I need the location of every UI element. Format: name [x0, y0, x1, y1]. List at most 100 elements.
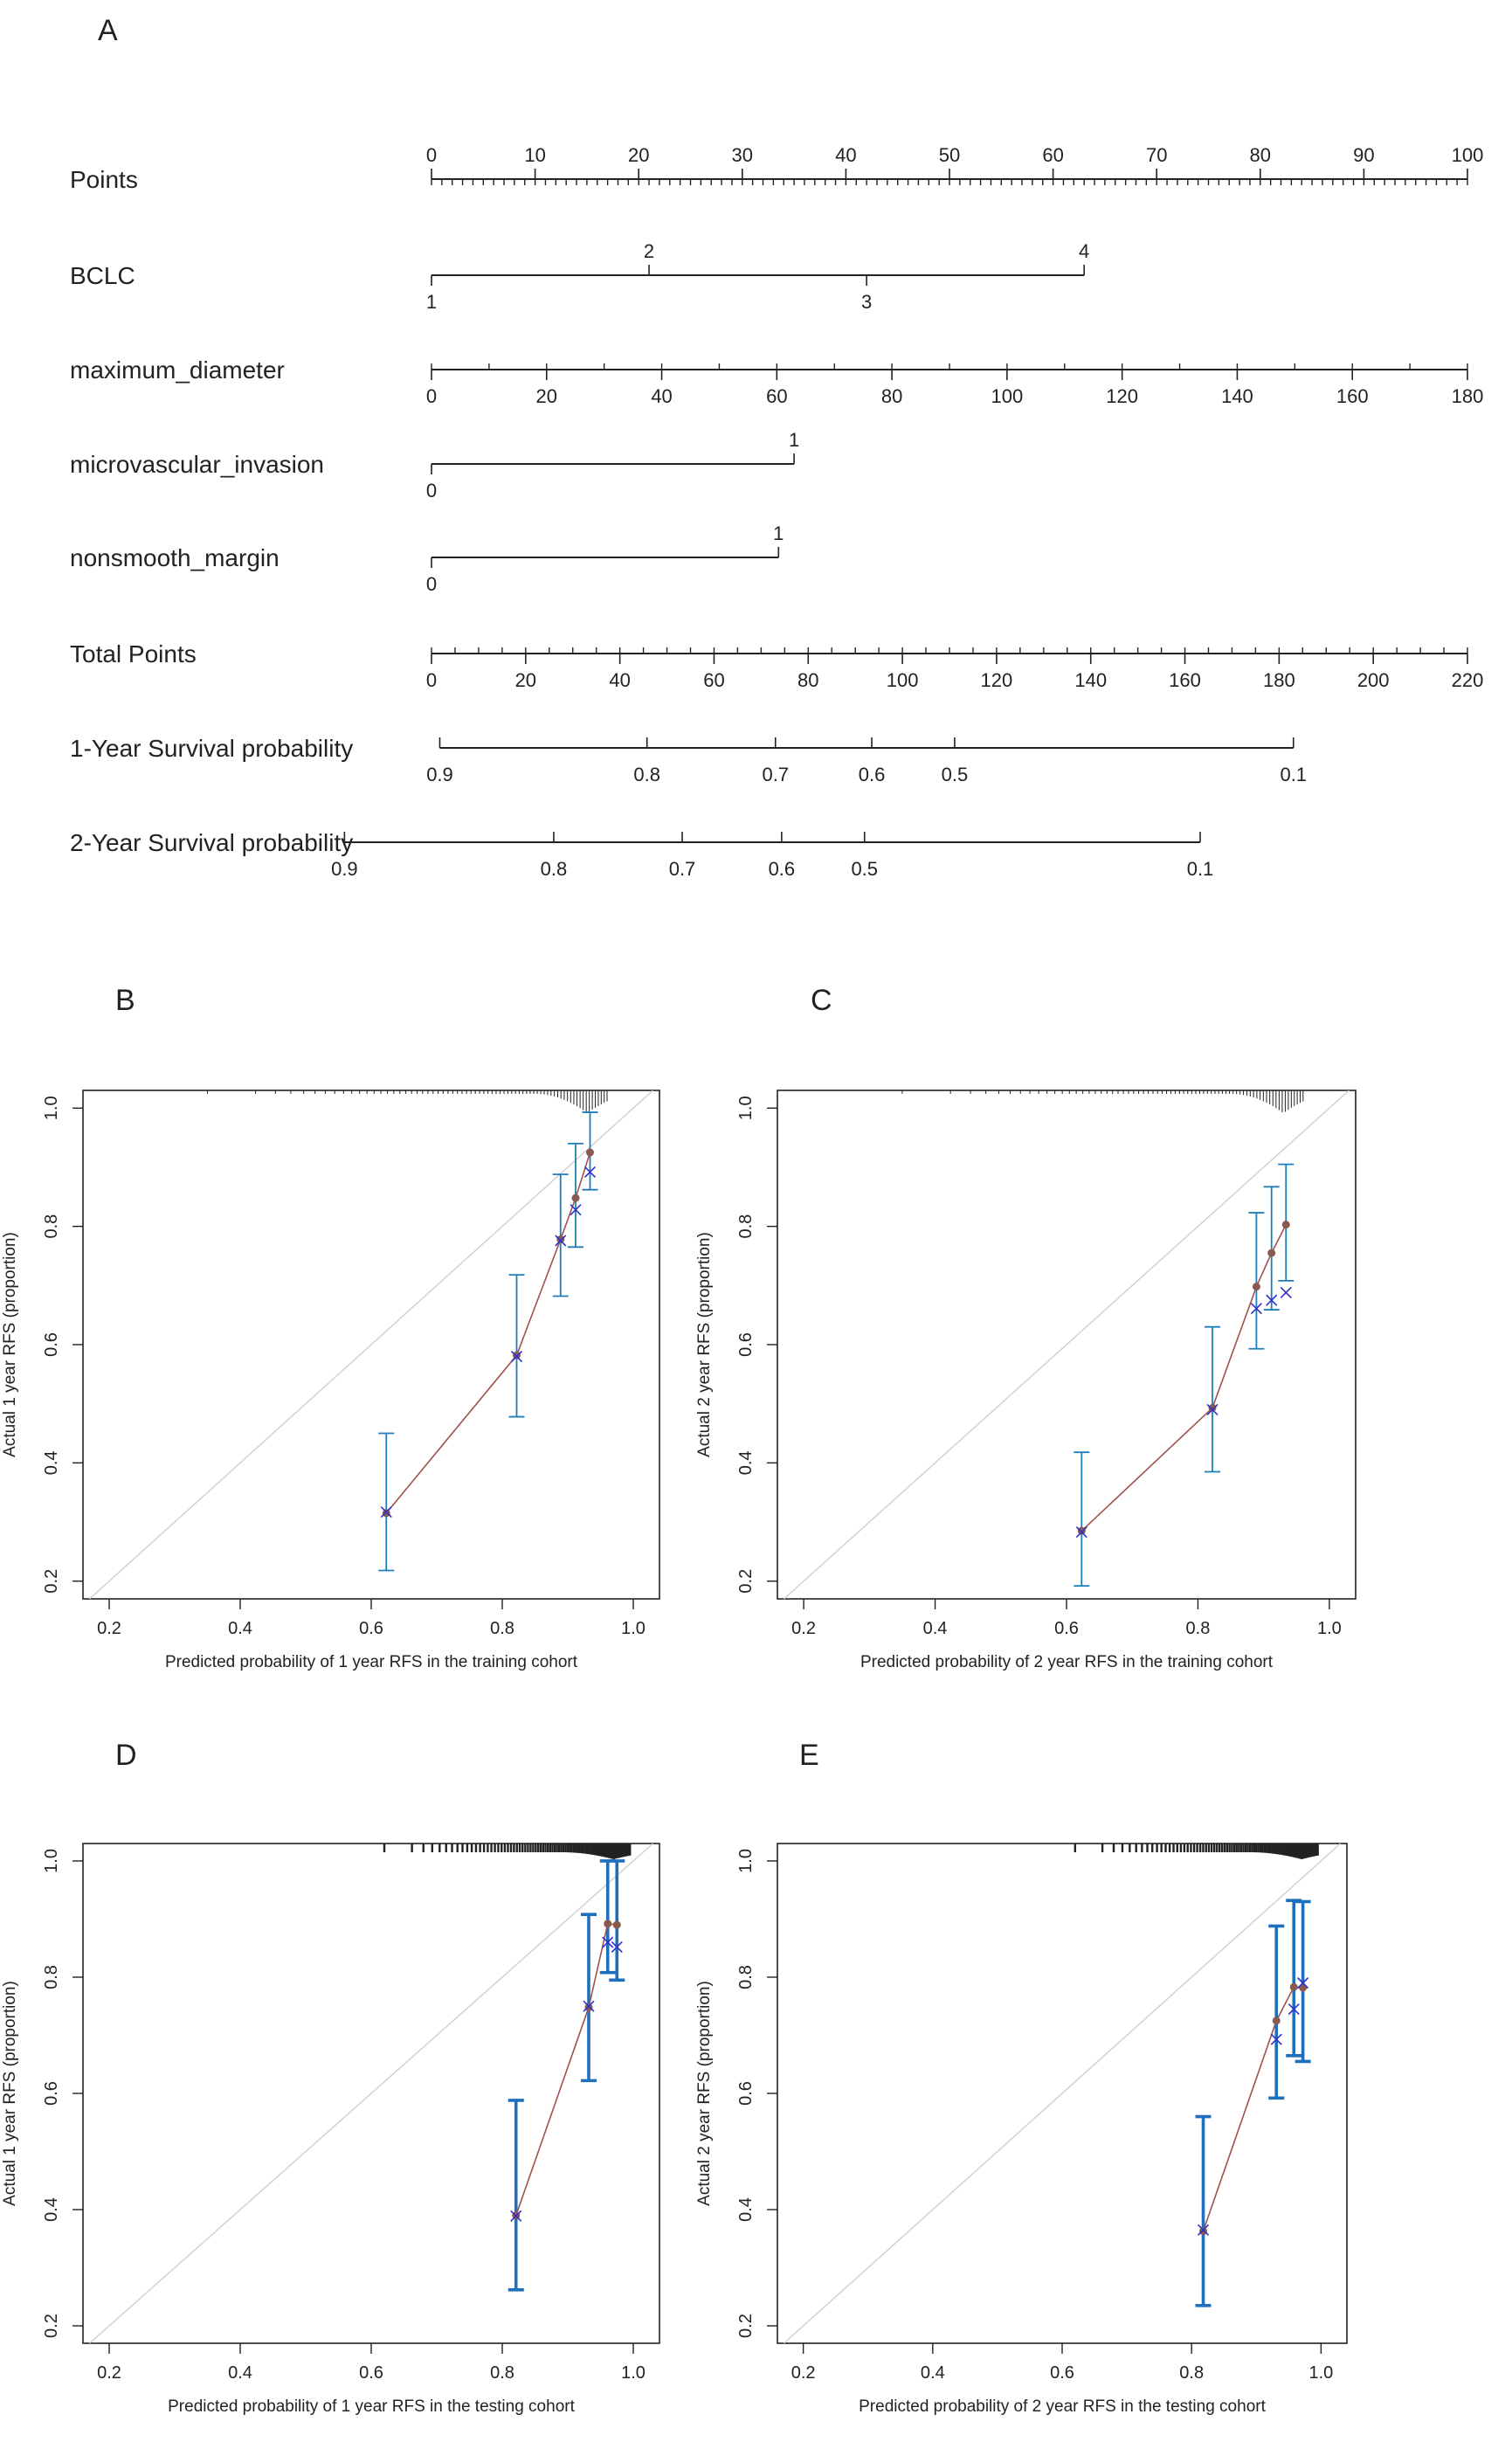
nomogram-tick-label: 40 [651, 385, 672, 407]
nomogram-tick-label: 140 [1074, 669, 1107, 691]
y-tick-label: 1.0 [42, 1849, 61, 1873]
x-tick-label: 0.4 [921, 2363, 945, 2383]
nomogram-level-label: 2 [644, 240, 654, 262]
observed-point [382, 1509, 390, 1518]
nomogram-prob-label: 0.5 [942, 764, 969, 785]
corrected-point [1288, 2003, 1300, 2016]
nomogram-prob-label: 0.8 [633, 764, 660, 785]
ideal-diagonal-line [783, 1843, 1342, 2344]
corrected-point [583, 1166, 597, 1178]
observed-line [1080, 1224, 1287, 1532]
nomogram-tick-label: 100 [991, 385, 1024, 407]
calibration-panel-c: C 0.2 0.4 0.6 0.8 1.0 0.2 0.4 0.6 0.8 1.0 Predicte… [695, 984, 1357, 1671]
observed-point [1077, 1526, 1086, 1535]
nomogram-tick-label: 120 [1106, 385, 1138, 407]
corrected-point [555, 1235, 567, 1247]
observed-point [571, 1193, 580, 1202]
nomogram-tick-label: 90 [1353, 144, 1374, 166]
corrected-point [510, 2210, 522, 2222]
calibration-panel-d: D 0.2 0.4 0.6 0.8 1.0 0.2 0.4 0.6 0.8 1.0 Predicte… [1, 1739, 660, 2416]
nomogram-tick-label: 100 [887, 669, 919, 691]
observed-point [556, 1235, 565, 1244]
nomogram-prob-label: 0.5 [851, 858, 878, 880]
nomogram-tick-label: 220 [1452, 669, 1484, 691]
x-tick-label: 0.8 [1186, 1619, 1211, 1638]
nomogram-tick-label: 200 [1357, 669, 1390, 691]
observed-point [584, 2003, 593, 2012]
nomogram-prob-label: 0.9 [331, 858, 358, 880]
nomogram-row-label: BCLC [70, 262, 135, 289]
nomogram-level-label: 3 [861, 291, 872, 313]
nomogram-tick-label: 60 [1042, 144, 1063, 166]
observed-line [385, 1152, 591, 1514]
nomogram-tick-label: 180 [1263, 669, 1295, 691]
observed-point [604, 1920, 612, 1928]
nomogram-prob-label: 0.7 [762, 764, 789, 785]
x-tick-label: 0.4 [923, 1619, 948, 1638]
x-tick-label: 1.0 [621, 2363, 646, 2383]
corrected-point [1250, 1303, 1262, 1315]
nomogram-level-label: 1 [773, 522, 784, 544]
y-tick-label: 0.6 [736, 1332, 756, 1357]
nomogram-tick-label: 160 [1169, 669, 1201, 691]
y-tick-label: 1.0 [736, 1849, 756, 1873]
nomogram-tick-label: 60 [703, 669, 724, 691]
y-axis-title: Actual 1 year RFS (proportion) [1, 1981, 19, 2206]
corrected-point [1206, 1403, 1219, 1416]
nomogram-prob-label: 0.9 [426, 764, 453, 785]
corrected-point [611, 1940, 623, 1953]
nomogram-level-label: 0 [426, 480, 437, 502]
y-tick-label: 0.8 [42, 1214, 61, 1239]
observed-point [612, 1920, 621, 1929]
nomogram-tick-label: 40 [835, 144, 856, 166]
y-tick-label: 0.6 [42, 2081, 61, 2106]
x-tick-label: 0.6 [1050, 2363, 1074, 2383]
nomogram-prob-label: 0.1 [1187, 858, 1214, 880]
nomogram-row-label: Total Points [70, 640, 197, 668]
nomogram-prob-label: 0.1 [1280, 764, 1307, 785]
nomogram-tick-label: 20 [536, 385, 557, 407]
observed-line [1202, 1986, 1303, 2231]
nomogram-row-label: 2-Year Survival probability [70, 829, 353, 856]
calibration-panel-e: E 0.2 0.4 0.6 0.8 1.0 0.2 0.4 0.6 0.8 1.0 Predicte… [695, 1739, 1348, 2416]
observed-point [1272, 2017, 1281, 2025]
y-axis-title: Actual 1 year RFS (proportion) [1, 1232, 19, 1457]
nomogram-level-label: 4 [1079, 240, 1089, 262]
x-axis-title: Predicted probability of 1 year RFS in t… [165, 1653, 578, 1671]
observed-point [513, 1351, 521, 1359]
x-tick-label: 0.6 [359, 1619, 383, 1638]
nomogram-tick-label: 50 [939, 144, 960, 166]
x-tick-label: 0.4 [228, 1619, 252, 1638]
y-tick-label: 0.8 [736, 1965, 756, 1989]
y-tick-label: 0.4 [42, 2197, 61, 2222]
panel-label-c: C [811, 984, 832, 1017]
x-tick-label: 0.2 [791, 2363, 816, 2383]
corrected-point [1297, 1977, 1309, 1989]
observed-point [586, 1148, 594, 1157]
nomogram-tick-label: 80 [1250, 144, 1271, 166]
observed-point [1252, 1283, 1260, 1291]
nomogram-row-label: Points [70, 166, 138, 193]
nomogram-prob-label: 0.6 [859, 764, 886, 785]
observed-point [1199, 2227, 1208, 2236]
observed-line [514, 1922, 618, 2216]
nomogram-tick-label: 180 [1452, 385, 1484, 407]
nomogram-tick-label: 160 [1336, 385, 1369, 407]
x-tick-label: 1.0 [621, 1619, 646, 1638]
corrected-point [570, 1204, 582, 1216]
nomogram-row-label: 1-Year Survival probability [70, 735, 353, 762]
corrected-point [1197, 2224, 1210, 2236]
y-tick-label: 0.2 [42, 1569, 61, 1594]
y-tick-label: 0.4 [736, 2197, 756, 2222]
corrected-point [1266, 1294, 1278, 1306]
nomogram-level-label: 0 [426, 573, 437, 595]
panel-label-d: D [115, 1739, 137, 1772]
x-tick-label: 0.8 [490, 1619, 514, 1638]
nomogram-tick-label: 120 [981, 669, 1013, 691]
y-tick-label: 0.8 [42, 1965, 61, 1989]
corrected-point [510, 1350, 523, 1363]
nomogram-tick-label: 0 [426, 385, 437, 407]
y-tick-label: 1.0 [736, 1096, 756, 1120]
